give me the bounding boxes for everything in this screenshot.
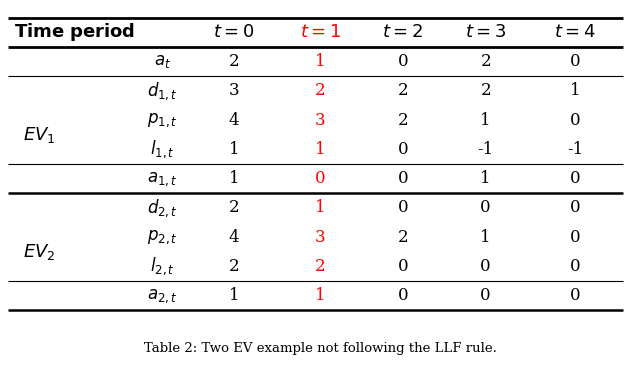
- Text: 1: 1: [481, 112, 491, 129]
- Text: 2: 2: [228, 199, 239, 216]
- Text: 2: 2: [397, 229, 408, 246]
- Text: 0: 0: [481, 287, 491, 304]
- Text: $d_{1,t}$: $d_{1,t}$: [147, 80, 178, 102]
- Text: $a_t$: $a_t$: [154, 53, 171, 70]
- Text: 4: 4: [228, 229, 239, 246]
- Text: 0: 0: [315, 170, 325, 187]
- Text: 2: 2: [315, 258, 325, 275]
- Text: 2: 2: [397, 112, 408, 129]
- Text: 0: 0: [397, 170, 408, 187]
- Text: $t=0$: $t=0$: [213, 24, 255, 42]
- Text: 0: 0: [570, 112, 580, 129]
- Text: 3: 3: [315, 112, 325, 129]
- Text: -1: -1: [477, 141, 494, 158]
- Text: 2: 2: [481, 82, 491, 99]
- Text: 0: 0: [481, 199, 491, 216]
- Text: 1: 1: [228, 287, 239, 304]
- Text: 1: 1: [228, 141, 239, 158]
- Text: 2: 2: [397, 82, 408, 99]
- Text: 4: 4: [228, 112, 239, 129]
- Text: 0: 0: [570, 258, 580, 275]
- Text: 2: 2: [315, 82, 325, 99]
- Text: 0: 0: [481, 258, 491, 275]
- Text: 1: 1: [228, 170, 239, 187]
- Text: $p_{1,t}$: $p_{1,t}$: [147, 112, 178, 129]
- Text: 3: 3: [228, 82, 239, 99]
- Text: $\mathbf{Time\ period}$: $\mathbf{Time\ period}$: [14, 21, 135, 43]
- Text: 2: 2: [228, 53, 239, 70]
- Text: $t=3$: $t=3$: [465, 24, 506, 42]
- Text: $l_{2,t}$: $l_{2,t}$: [150, 256, 175, 277]
- Text: 1: 1: [315, 53, 325, 70]
- Text: 0: 0: [397, 258, 408, 275]
- Text: Table 2: Two EV example not following the LLF rule.: Table 2: Two EV example not following th…: [143, 342, 497, 355]
- Text: 3: 3: [315, 229, 325, 246]
- Text: 0: 0: [570, 229, 580, 246]
- Text: -1: -1: [567, 141, 583, 158]
- Text: 1: 1: [481, 229, 491, 246]
- Text: $a_{1,t}$: $a_{1,t}$: [147, 170, 177, 188]
- Text: $a_{2,t}$: $a_{2,t}$: [147, 287, 177, 305]
- Text: 1: 1: [315, 141, 325, 158]
- Text: 1: 1: [315, 287, 325, 304]
- Text: $EV_1$: $EV_1$: [23, 125, 56, 145]
- Text: 0: 0: [397, 141, 408, 158]
- Text: 2: 2: [228, 258, 239, 275]
- Text: $p_{2,t}$: $p_{2,t}$: [147, 229, 178, 246]
- Text: $t=1$: $t=1$: [300, 24, 340, 42]
- Text: $d_{2,t}$: $d_{2,t}$: [147, 197, 178, 219]
- Text: 1: 1: [570, 82, 580, 99]
- Text: $l_{1,t}$: $l_{1,t}$: [150, 139, 175, 160]
- Text: 1: 1: [315, 199, 325, 216]
- Text: 0: 0: [397, 53, 408, 70]
- Text: 2: 2: [481, 53, 491, 70]
- Text: 0: 0: [570, 199, 580, 216]
- Text: 0: 0: [570, 53, 580, 70]
- Text: $t=2$: $t=2$: [382, 24, 423, 42]
- Text: 0: 0: [570, 287, 580, 304]
- Text: $EV_2$: $EV_2$: [24, 242, 56, 262]
- Text: 1: 1: [481, 170, 491, 187]
- Text: $t=4$: $t=4$: [554, 24, 596, 42]
- Text: 0: 0: [397, 287, 408, 304]
- Text: 0: 0: [570, 170, 580, 187]
- Text: 0: 0: [397, 199, 408, 216]
